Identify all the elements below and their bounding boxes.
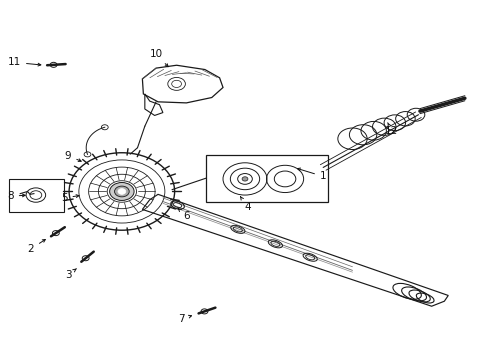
Bar [206, 155, 328, 202]
Text: 6: 6 [178, 208, 190, 221]
Text: 4: 4 [241, 197, 251, 212]
Text: 10: 10 [149, 49, 168, 67]
Bar [9, 179, 64, 212]
Text: 8: 8 [7, 191, 25, 201]
Text: 7: 7 [178, 314, 192, 324]
Circle shape [115, 186, 129, 197]
Text: 1: 1 [297, 168, 326, 181]
Text: 11: 11 [8, 57, 41, 67]
Text: 9: 9 [65, 150, 81, 161]
Text: 3: 3 [65, 269, 76, 280]
Text: 5: 5 [61, 193, 79, 203]
Circle shape [242, 177, 248, 181]
Circle shape [62, 147, 182, 235]
Text: 2: 2 [27, 239, 46, 254]
Circle shape [118, 189, 126, 194]
Polygon shape [143, 194, 448, 306]
Circle shape [110, 183, 134, 201]
Text: 12: 12 [385, 123, 398, 135]
